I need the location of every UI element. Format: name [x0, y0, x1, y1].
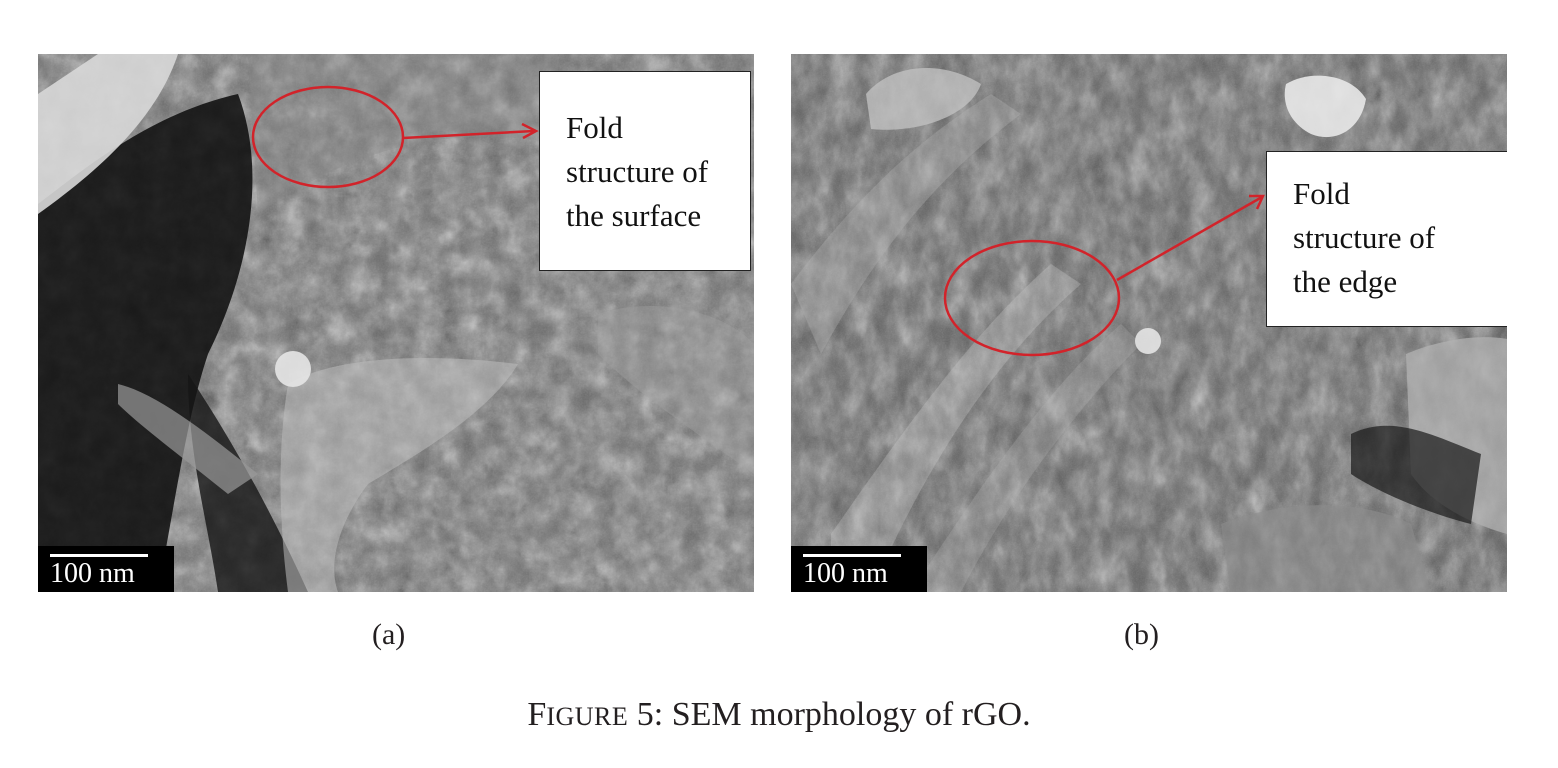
caption-text: 5: SEM morphology of rGO.: [628, 696, 1031, 733]
callout-box-b: Fold structure of the edge: [1266, 151, 1507, 327]
figure-caption: FIGURE 5: SEM morphology of rGO.: [0, 695, 1558, 737]
caption-prefix-initial: F: [527, 696, 547, 733]
subfigure-label-a: (a): [372, 618, 406, 651]
caption-prefix-smallcaps: IGURE: [546, 702, 629, 731]
callout-line: Fold: [566, 110, 623, 145]
scale-bar-b: 100 nm: [791, 546, 927, 592]
sem-texture-b: [791, 54, 1507, 592]
scale-bar-label: 100 nm: [803, 558, 888, 589]
sem-image-b: Fold structure of the edge 100 nm: [791, 54, 1507, 592]
callout-line: Fold: [1293, 176, 1350, 211]
callout-line: the edge: [1293, 264, 1398, 299]
callout-line: structure of: [1293, 220, 1436, 255]
subfigure-label-b: (b): [1124, 618, 1159, 651]
sem-image-a: Fold structure of the surface 100 nm: [38, 54, 754, 592]
scale-bar-a: 100 nm: [38, 546, 174, 592]
callout-box-a: Fold structure of the surface: [539, 71, 751, 271]
scale-bar-label: 100 nm: [50, 558, 135, 589]
callout-line: the surface: [566, 198, 702, 233]
scale-bar-line: [803, 554, 901, 557]
scale-bar-line: [50, 554, 148, 557]
callout-line: structure of: [566, 154, 709, 189]
